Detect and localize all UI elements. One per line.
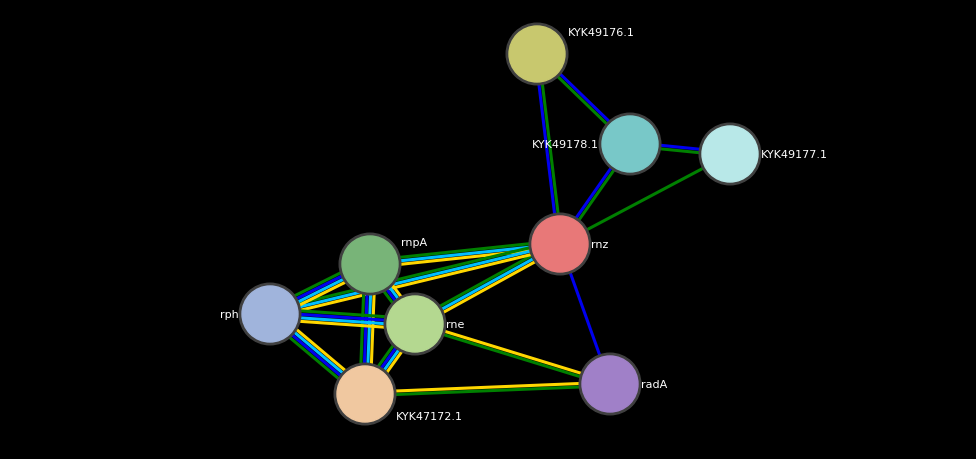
Text: radA: radA [641,379,668,389]
Text: rne: rne [446,319,465,329]
Circle shape [387,297,443,352]
Circle shape [507,24,568,86]
Circle shape [702,127,758,183]
Circle shape [242,286,298,342]
Circle shape [334,364,396,425]
Text: KYK49177.1: KYK49177.1 [761,150,828,160]
Circle shape [529,214,590,275]
Circle shape [337,366,393,422]
Circle shape [509,27,565,83]
Text: KYK49178.1: KYK49178.1 [532,140,599,150]
Circle shape [579,353,641,415]
Text: rnpA: rnpA [401,237,427,247]
Text: rnz: rnz [591,240,608,249]
Circle shape [599,114,661,175]
Circle shape [340,234,401,295]
Circle shape [532,217,588,272]
Circle shape [582,356,638,412]
Circle shape [342,236,398,292]
Text: KYK49176.1: KYK49176.1 [568,28,634,38]
Circle shape [239,284,301,345]
Text: KYK47172.1: KYK47172.1 [396,412,463,421]
Text: rph: rph [221,309,239,319]
Circle shape [699,124,761,185]
Circle shape [385,294,446,355]
Circle shape [602,117,658,173]
